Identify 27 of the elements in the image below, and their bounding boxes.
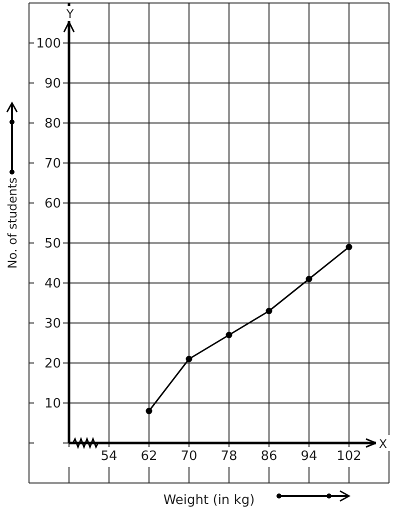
point [146,408,152,414]
y-axis-title: No. of students [5,177,20,269]
point [186,356,192,362]
y-tick-label: 10 [44,396,61,412]
x-tick-label: 62 [140,449,158,464]
point [306,276,312,282]
annotation: Y [65,7,74,21]
point [266,308,272,314]
x-axis-title: Weight (in kg) [163,493,255,508]
x-tick-label: 102 [336,449,362,464]
point [346,244,352,250]
x-tick-label: 78 [220,449,238,464]
y-tick-label: 20 [44,356,61,372]
y-tick-label: 30 [44,316,61,332]
x-tick-label: 94 [300,449,318,464]
annotation: X [378,437,388,451]
y-tick-label: 60 [44,196,61,212]
y-tick-label: 100 [36,36,61,52]
y-tick-label: 40 [44,276,61,292]
x-tick-label: 70 [180,449,198,464]
y-tick-label: 90 [44,76,61,92]
x-tick-label: 86 [260,449,278,464]
x-tick-label: 54 [100,449,118,464]
y-tick-label: 50 [44,236,61,252]
point [226,332,232,338]
y-tick-label: 80 [44,116,61,132]
y-tick-label: 70 [44,156,61,172]
